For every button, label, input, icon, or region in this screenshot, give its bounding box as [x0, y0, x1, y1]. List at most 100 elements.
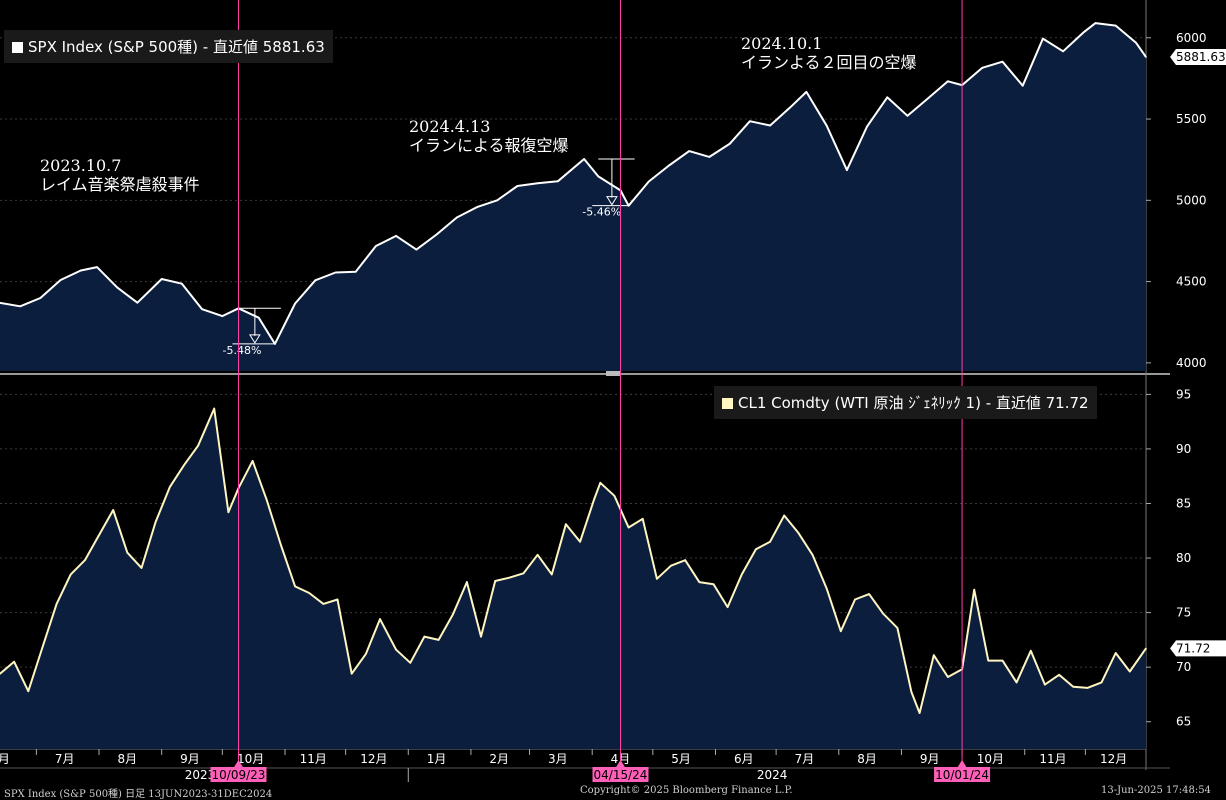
data-point — [536, 554, 539, 556]
data-point — [251, 460, 254, 462]
data-point — [906, 115, 909, 117]
data-point — [496, 199, 499, 202]
data-point — [227, 511, 230, 513]
data-point — [69, 573, 72, 576]
data-point — [1021, 84, 1024, 87]
x-month-label: 9月 — [920, 752, 940, 766]
data-point — [55, 603, 58, 605]
x-month-label: 12月 — [360, 752, 387, 766]
annotation-2024-10-1: 2024.10.1 イランよる２回目の空爆 — [741, 34, 917, 72]
footer-center: Copyright© 2025 Bloomberg Finance L.P. — [580, 785, 793, 796]
data-point — [854, 598, 856, 601]
data-point — [1058, 674, 1060, 676]
last-value-label: 5881.63 — [1176, 50, 1226, 64]
data-point — [668, 164, 670, 167]
x-month-label: 7月 — [795, 752, 815, 766]
data-point — [181, 282, 183, 285]
data-point — [641, 518, 644, 520]
data-point — [648, 180, 650, 183]
data-point — [755, 548, 757, 551]
annotation-date: 2024.4.13 — [409, 117, 491, 136]
data-point — [579, 540, 581, 543]
data-point — [1062, 50, 1064, 53]
data-point — [749, 120, 751, 122]
event-marker-label-bg — [934, 767, 991, 782]
data-point — [1145, 56, 1147, 58]
annotation-date: 2023.10.7 — [40, 156, 122, 175]
data-point — [334, 271, 337, 274]
data-point — [684, 559, 686, 561]
data-point — [933, 654, 935, 656]
y-tick-label: 4000 — [1176, 356, 1207, 370]
data-point — [1030, 650, 1032, 652]
data-point — [947, 676, 949, 678]
x-month-label: 6月 — [0, 752, 10, 766]
data-point — [797, 532, 800, 534]
y-tick-label: 4500 — [1176, 275, 1207, 289]
data-point — [1082, 31, 1085, 34]
data-point — [918, 712, 921, 714]
data-point — [294, 302, 296, 305]
data-point — [409, 662, 412, 664]
data-point — [981, 67, 984, 69]
x-month-label: 11月 — [300, 752, 327, 766]
data-point — [1044, 683, 1046, 686]
data-point — [197, 444, 199, 447]
data-point — [1001, 659, 1004, 662]
data-point — [0, 672, 1, 675]
data-point — [27, 690, 30, 692]
data-point — [160, 278, 163, 280]
data-point — [1135, 41, 1137, 44]
data-point — [201, 308, 203, 311]
data-point — [451, 614, 454, 616]
y-tick-label: 5000 — [1176, 193, 1207, 207]
series-line-0 — [0, 22, 1147, 345]
data-point — [1042, 37, 1044, 40]
x-month-label: 12月 — [1100, 752, 1127, 766]
data-point — [0, 302, 1, 304]
y-tick-label: 65 — [1176, 715, 1191, 729]
data-point — [1100, 681, 1103, 684]
data-point — [688, 150, 690, 152]
data-point — [365, 653, 367, 655]
data-point — [866, 125, 868, 128]
data-point — [379, 618, 381, 620]
event-marker-arrow — [957, 760, 968, 768]
data-point — [494, 580, 497, 582]
data-point — [789, 106, 792, 109]
x-month-label: 2月 — [489, 752, 509, 766]
data-point — [670, 564, 672, 567]
data-point — [395, 648, 397, 651]
data-point — [896, 627, 899, 629]
data-point — [280, 544, 282, 546]
annotation-2023-10-7: 2023.10.7 レイム音楽祭虐殺事件 — [40, 156, 200, 194]
data-point — [221, 315, 224, 317]
event-marker-arrow — [615, 760, 626, 768]
y-tick-label: 80 — [1176, 551, 1191, 565]
data-point — [708, 156, 711, 158]
data-point — [322, 603, 325, 605]
y-tick-label: 70 — [1176, 660, 1191, 674]
last-value-tag — [1170, 49, 1226, 66]
data-point — [59, 279, 62, 281]
data-point — [39, 297, 42, 299]
data-point — [80, 269, 82, 272]
data-point — [551, 573, 553, 576]
x-month-label: 11月 — [1039, 752, 1066, 766]
y-tick-label: 85 — [1176, 496, 1191, 510]
x-month-label: 10月 — [977, 752, 1004, 766]
data-point — [13, 660, 15, 663]
data-point — [415, 248, 418, 251]
data-point — [116, 286, 118, 289]
data-point — [1114, 24, 1117, 27]
data-point — [96, 266, 98, 268]
data-point — [882, 612, 884, 615]
data-point — [926, 97, 929, 100]
data-point — [728, 143, 731, 145]
y-tick-label: 6000 — [1176, 31, 1207, 45]
data-point — [1015, 681, 1018, 684]
data-point — [456, 216, 458, 219]
data-point — [840, 630, 842, 632]
annotation-event: イランよる２回目の空爆 — [741, 53, 917, 72]
event-marker-label: 10/09/23 — [212, 768, 266, 782]
